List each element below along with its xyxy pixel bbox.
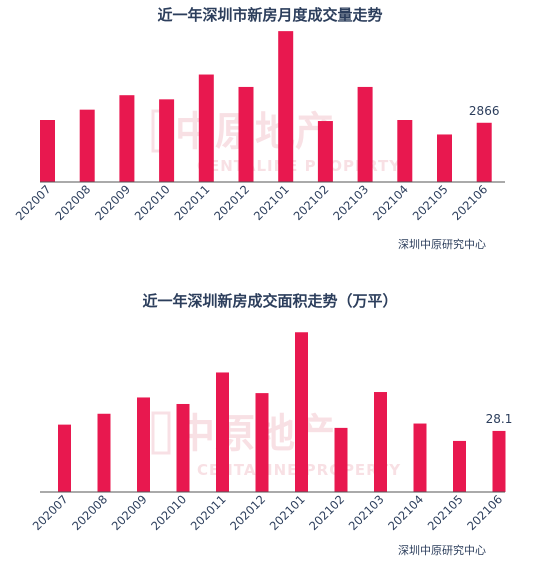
source-label: 深圳中原研究中心 xyxy=(398,238,486,251)
x-tick-label: 202104 xyxy=(385,492,426,533)
x-tick-label: 202010 xyxy=(148,492,189,533)
x-tick-label: 202102 xyxy=(306,492,347,533)
bar-202105 xyxy=(453,440,466,492)
chart-panel-volume: 中原地产 CENTALINE PROPERTY 202007 202008 202009… xyxy=(0,0,540,270)
x-tick-label: 202007 xyxy=(30,492,71,533)
bar-202011 xyxy=(216,372,229,492)
bar-202007 xyxy=(40,120,55,182)
x-tick-label: 202104 xyxy=(370,182,411,223)
bar-202012 xyxy=(238,86,254,182)
x-tick-label: 202106 xyxy=(464,492,505,533)
bar-202104 xyxy=(413,423,427,492)
bar-202008 xyxy=(79,109,95,182)
bar-202101 xyxy=(295,332,308,492)
bar-202103 xyxy=(357,86,373,182)
bar-202009 xyxy=(137,397,150,492)
bar-202106 xyxy=(492,430,506,492)
x-tick-label: 202010 xyxy=(132,182,173,223)
bar-202103 xyxy=(374,392,387,492)
bar-202102 xyxy=(317,121,333,182)
source-label: 深圳中原研究中心 xyxy=(398,544,486,557)
x-tick-label: 202105 xyxy=(410,182,451,223)
x-tick-label: 202012 xyxy=(211,182,252,223)
chart-panel-area: 中原地产 CENTALINE PROPERTY 202007 202008 202009… xyxy=(0,280,540,563)
x-tick-label: 202102 xyxy=(291,182,332,223)
bar-202010 xyxy=(159,99,175,182)
bar-202104 xyxy=(397,120,413,182)
data-label: 28.1 xyxy=(486,412,513,426)
x-tick-label: 202101 xyxy=(267,492,308,533)
chart-title: 近一年深圳新房成交面积走势（万平） xyxy=(142,292,398,310)
bar-202012 xyxy=(255,393,269,492)
bar-202010 xyxy=(176,403,190,492)
bar-202105 xyxy=(437,134,452,182)
bar-202009 xyxy=(119,95,135,182)
bar-202007 xyxy=(58,424,71,492)
chart-title: 近一年深圳市新房月度成交量走势 xyxy=(157,6,383,24)
x-tick-label: 202007 xyxy=(13,182,54,223)
x-tick-label: 202012 xyxy=(227,492,268,533)
x-tick-label: 202011 xyxy=(171,182,212,223)
x-tick-label: 202105 xyxy=(425,492,466,533)
bar-202008 xyxy=(97,413,111,492)
bar-202011 xyxy=(198,74,214,182)
bar-202102 xyxy=(334,427,348,492)
bar-202101 xyxy=(278,31,294,183)
x-tick-label: 202009 xyxy=(92,182,133,223)
bar-202106 xyxy=(476,122,492,182)
x-tick-label: 202009 xyxy=(109,492,150,533)
x-tick-label: 202103 xyxy=(346,492,387,533)
x-tick-label: 202103 xyxy=(330,182,371,223)
x-tick-label: 202106 xyxy=(449,182,490,223)
x-tick-label: 202008 xyxy=(52,182,93,223)
x-tick-label: 202011 xyxy=(188,492,229,533)
x-tick-label: 202101 xyxy=(251,182,292,223)
x-tick-label: 202008 xyxy=(69,492,110,533)
watermark-logo-text: 中原地产 xyxy=(175,411,335,457)
watermark-seal-icon xyxy=(151,411,171,455)
data-label: 2866 xyxy=(469,104,500,118)
